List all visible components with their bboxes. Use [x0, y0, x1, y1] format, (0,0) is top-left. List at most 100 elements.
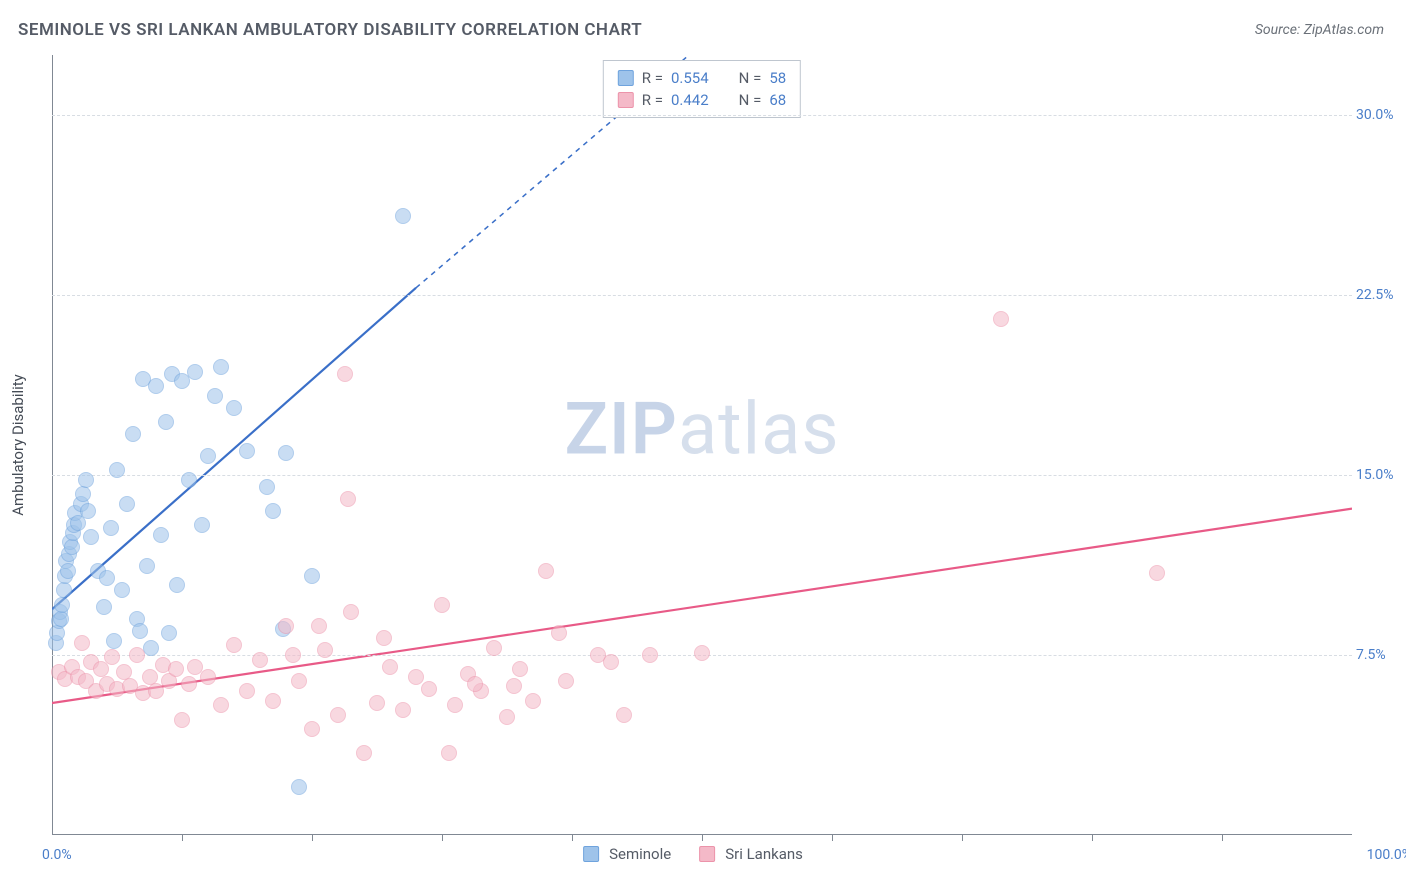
data-point [181, 676, 197, 692]
legend-series-label: Seminole [609, 845, 671, 863]
data-point [239, 683, 255, 699]
series-legend: Seminole Sri Lankans [583, 845, 821, 863]
legend-r-value: 0.554 [671, 67, 709, 89]
gridline [52, 115, 1352, 116]
data-point [56, 582, 72, 598]
x-tick [312, 835, 313, 841]
data-point [447, 697, 463, 713]
data-point [64, 539, 80, 555]
legend-series-label: Sri Lankans [725, 845, 803, 863]
data-point [603, 654, 619, 670]
data-point [99, 570, 115, 586]
data-point [226, 637, 242, 653]
data-point [340, 491, 356, 507]
data-point [259, 479, 275, 495]
x-tick [442, 835, 443, 841]
data-point [343, 604, 359, 620]
data-point [382, 659, 398, 675]
scatter-plot: ZIPatlas Ambulatory Disability 0.0% 100.… [52, 55, 1352, 835]
data-point [114, 582, 130, 598]
x-tick [572, 835, 573, 841]
legend-n-label: N = [739, 89, 762, 111]
x-axis-max-label: 100.0% [1367, 847, 1406, 863]
data-point [200, 669, 216, 685]
data-point [499, 709, 515, 725]
data-point [78, 472, 94, 488]
data-point [174, 712, 190, 728]
data-point [304, 568, 320, 584]
legend-swatch [699, 846, 715, 862]
legend-r-value: 0.442 [671, 89, 709, 111]
data-point [376, 630, 392, 646]
data-point [169, 577, 185, 593]
x-tick [962, 835, 963, 841]
data-point [109, 462, 125, 478]
y-axis-line [52, 55, 53, 835]
data-point [512, 661, 528, 677]
data-point [434, 597, 450, 613]
legend-swatch [618, 70, 634, 86]
data-point [143, 640, 159, 656]
data-point [132, 623, 148, 639]
data-point [551, 625, 567, 641]
x-axis-min-label: 0.0% [42, 847, 72, 863]
data-point [213, 359, 229, 375]
data-point [1149, 565, 1165, 581]
data-point [285, 647, 301, 663]
data-point [103, 520, 119, 536]
data-point [252, 652, 268, 668]
data-point [467, 676, 483, 692]
data-point [213, 697, 229, 713]
legend-row: R =0.554N =58 [618, 67, 786, 89]
y-tick-label: 30.0% [1356, 107, 1406, 123]
data-point [993, 311, 1009, 327]
gridline [52, 295, 1352, 296]
x-tick [702, 835, 703, 841]
source-attribution: Source: ZipAtlas.com [1255, 22, 1384, 38]
data-point [337, 366, 353, 382]
data-point [317, 642, 333, 658]
data-point [291, 673, 307, 689]
data-point [506, 678, 522, 694]
data-point [148, 378, 164, 394]
data-point [119, 496, 135, 512]
data-point [158, 414, 174, 430]
x-tick [182, 835, 183, 841]
data-point [74, 635, 90, 651]
data-point [408, 669, 424, 685]
data-point [239, 443, 255, 459]
y-tick-label: 15.0% [1356, 467, 1406, 483]
data-point [356, 745, 372, 761]
data-point [642, 647, 658, 663]
data-point [486, 640, 502, 656]
data-point [207, 388, 223, 404]
data-point [187, 364, 203, 380]
correlation-legend: R =0.554N =58R =0.442N =68 [603, 60, 801, 118]
data-point [330, 707, 346, 723]
legend-r-label: R = [642, 67, 663, 89]
legend-swatch [583, 846, 599, 862]
legend-n-value: 58 [769, 67, 786, 89]
legend-row: R =0.442N =68 [618, 89, 786, 111]
data-point [538, 563, 554, 579]
legend-n-value: 68 [769, 89, 786, 111]
data-point [80, 503, 96, 519]
data-point [525, 693, 541, 709]
watermark: ZIPatlas [564, 387, 839, 472]
data-point [278, 445, 294, 461]
data-point [200, 448, 216, 464]
x-tick [1222, 835, 1223, 841]
data-point [53, 611, 69, 627]
data-point [139, 558, 155, 574]
data-point [265, 503, 281, 519]
data-point [60, 563, 76, 579]
y-tick-label: 7.5% [1356, 647, 1406, 663]
data-point [291, 779, 307, 795]
data-point [75, 486, 91, 502]
data-point [168, 661, 184, 677]
data-point [304, 721, 320, 737]
data-point [83, 529, 99, 545]
data-point [558, 673, 574, 689]
data-point [421, 681, 437, 697]
data-point [181, 472, 197, 488]
